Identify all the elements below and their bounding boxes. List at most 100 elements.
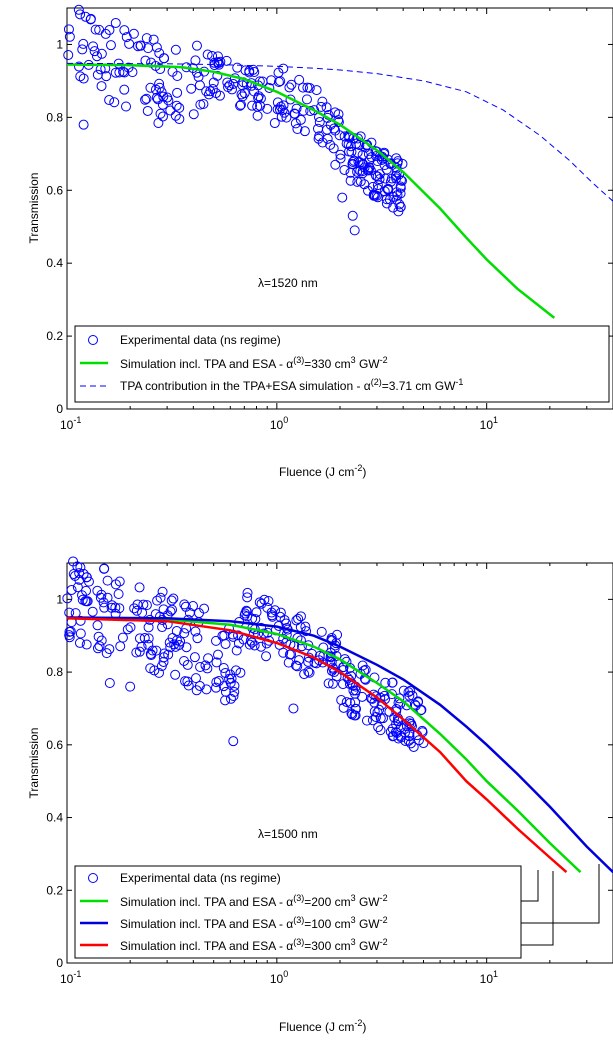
data-point <box>231 645 242 656</box>
data-point <box>387 723 398 734</box>
x-axis-label: Fluence (J cm-2) <box>279 1018 366 1034</box>
data-point <box>195 662 206 673</box>
data-point <box>91 51 102 62</box>
data-point <box>64 632 75 643</box>
data-point <box>395 201 406 212</box>
data-point <box>375 725 386 736</box>
data-point <box>283 657 294 668</box>
y-tick-label: 0.6 <box>46 183 63 197</box>
data-point <box>300 621 311 632</box>
data-point <box>128 28 139 39</box>
data-point <box>349 225 360 236</box>
data-point <box>190 673 201 684</box>
data-point <box>78 73 89 84</box>
data-point <box>372 192 383 203</box>
data-point <box>190 55 201 66</box>
data-point <box>237 80 248 91</box>
data-point <box>202 663 213 674</box>
data-point <box>94 24 105 35</box>
series-line <box>66 617 568 874</box>
data-point <box>83 576 94 587</box>
data-point <box>394 199 405 210</box>
data-point <box>155 108 166 119</box>
data-point <box>289 108 300 119</box>
data-point <box>347 159 358 170</box>
data-point <box>403 735 414 746</box>
data-point <box>263 595 274 606</box>
data-point <box>220 667 231 678</box>
legend-label-tpa: TPA contribution in the TPA+ESA simulati… <box>120 377 463 393</box>
data-point <box>369 706 380 717</box>
data-point <box>393 206 404 217</box>
marks-layer <box>63 4 613 319</box>
data-point <box>256 641 267 652</box>
data-point <box>104 95 115 106</box>
y-tick-label: 1 <box>56 37 63 51</box>
data-point <box>193 71 204 82</box>
data-point <box>317 657 328 668</box>
data-point <box>172 87 183 98</box>
data-point <box>141 93 152 104</box>
data-point <box>379 186 390 197</box>
data-point <box>145 663 156 674</box>
data-point <box>162 92 173 103</box>
x-axis-label: Fluence (J cm-2) <box>279 463 366 479</box>
data-point <box>395 722 406 733</box>
data-point <box>367 181 378 192</box>
data-point <box>357 168 368 179</box>
data-point <box>322 133 333 144</box>
data-point <box>346 146 357 157</box>
data-point <box>247 100 258 111</box>
data-point <box>267 611 278 622</box>
data-point <box>229 687 240 698</box>
data-point <box>78 568 89 579</box>
data-point <box>64 31 75 42</box>
data-point <box>174 639 185 650</box>
data-point <box>362 139 373 150</box>
data-point <box>140 94 151 105</box>
data-point <box>179 655 190 666</box>
data-point <box>73 61 84 72</box>
data-point <box>151 92 162 103</box>
data-point <box>405 685 416 696</box>
data-point <box>157 99 168 110</box>
data-point <box>355 176 366 187</box>
data-point <box>92 620 103 631</box>
data-point <box>198 98 209 109</box>
legend: Experimental data (ns regime) Simulation… <box>74 325 610 403</box>
y-tick-label: 0.4 <box>46 811 63 825</box>
x-tick-label: 101 <box>480 969 498 986</box>
data-point <box>316 626 327 637</box>
data-point <box>104 678 115 688</box>
data-point <box>191 40 202 51</box>
data-point <box>166 595 177 606</box>
data-point <box>192 633 203 644</box>
data-point <box>78 38 89 49</box>
data-point <box>312 123 323 134</box>
data-point <box>328 143 339 154</box>
data-point <box>381 198 392 209</box>
data-point <box>85 13 96 24</box>
data-point <box>74 568 85 579</box>
data-point <box>171 635 182 646</box>
data-point <box>114 67 125 78</box>
y-tick-label: 0.8 <box>46 110 63 124</box>
data-point <box>372 171 383 182</box>
data-point <box>215 56 226 67</box>
data-point <box>288 703 299 714</box>
data-point <box>350 703 361 714</box>
data-point <box>290 118 301 129</box>
data-point <box>134 582 145 593</box>
data-point <box>170 669 181 680</box>
data-point <box>239 88 250 99</box>
y-tick-label: 1 <box>56 592 63 606</box>
data-point <box>331 671 342 682</box>
data-point <box>65 626 76 637</box>
data-point <box>408 741 419 752</box>
data-point <box>226 673 237 684</box>
y-tick-label: 0 <box>56 956 63 970</box>
data-point <box>370 170 381 181</box>
data-point <box>329 123 340 134</box>
x-tick-label: 10-1 <box>60 415 81 432</box>
data-point <box>295 114 306 125</box>
